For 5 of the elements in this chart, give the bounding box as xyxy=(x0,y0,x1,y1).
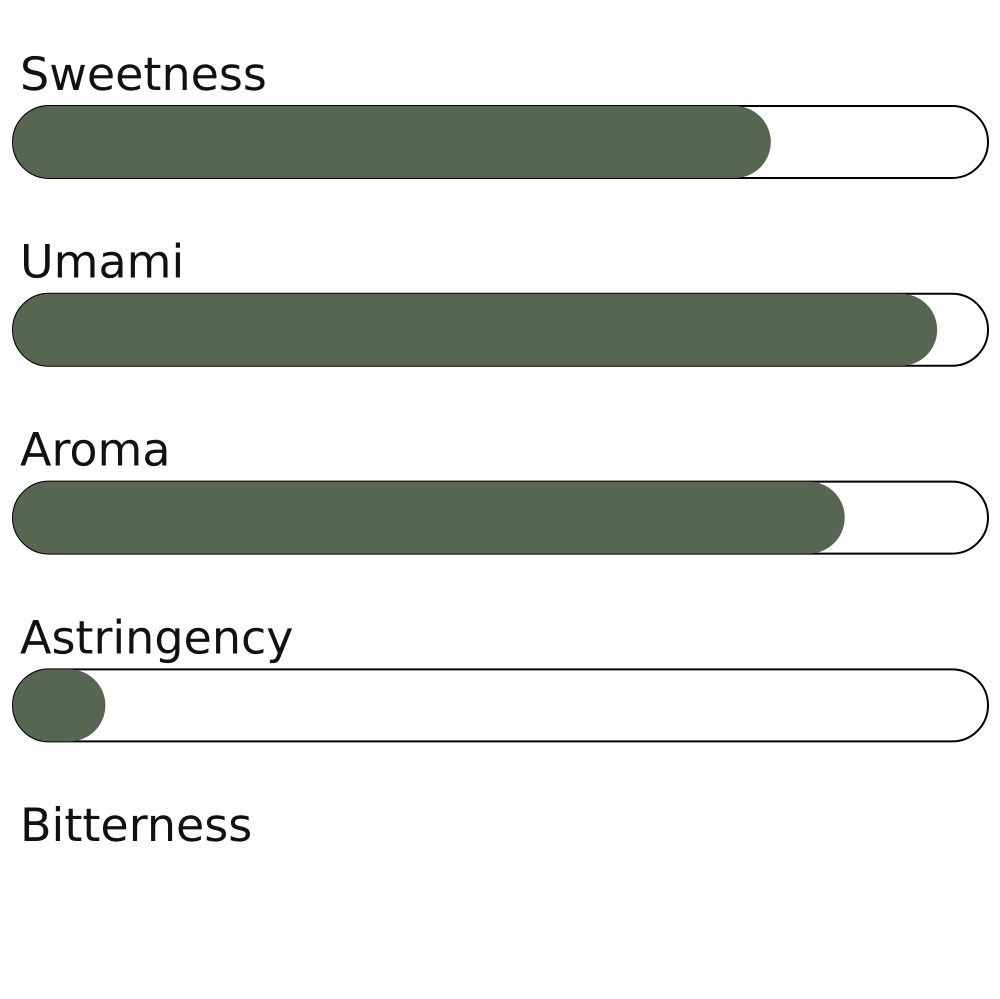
y-tick-label: Bitterness xyxy=(20,798,252,852)
y-tick-label: Aroma xyxy=(20,422,171,476)
y-tick-label: Sweetness xyxy=(20,46,267,101)
y-tick-label: Umami xyxy=(20,234,184,289)
y-tick-label: Astringency xyxy=(20,610,294,664)
